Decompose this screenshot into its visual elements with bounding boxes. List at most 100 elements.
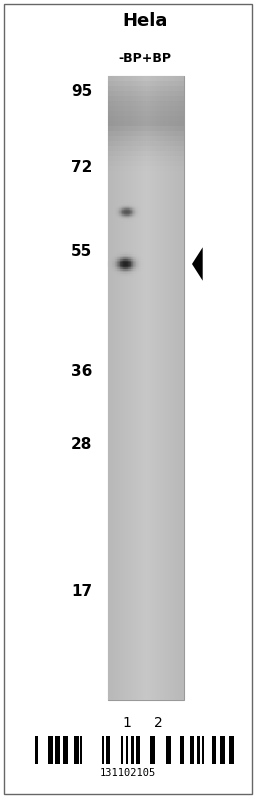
Bar <box>122 219 123 220</box>
Bar <box>127 213 128 214</box>
Bar <box>108 262 109 264</box>
Bar <box>137 211 138 212</box>
Bar <box>139 269 140 270</box>
Bar <box>133 258 134 259</box>
Bar <box>121 254 122 256</box>
Bar <box>130 205 131 206</box>
Bar <box>137 261 138 262</box>
Bar <box>118 266 119 267</box>
Bar <box>114 254 115 256</box>
Bar <box>117 212 118 213</box>
Bar <box>119 256 120 258</box>
Bar <box>138 210 139 211</box>
Bar <box>109 270 110 272</box>
Bar <box>109 259 110 261</box>
Bar <box>133 76 134 700</box>
Bar <box>136 205 137 206</box>
Bar <box>120 76 122 700</box>
Bar <box>136 272 137 274</box>
Bar <box>122 256 123 258</box>
Bar <box>117 256 118 258</box>
Bar <box>117 204 118 205</box>
Bar <box>117 253 118 254</box>
Bar <box>120 205 121 206</box>
Bar <box>141 210 142 211</box>
Bar <box>134 274 135 275</box>
Bar <box>55 736 60 764</box>
Bar <box>121 253 122 254</box>
Bar <box>125 207 126 209</box>
Bar <box>126 272 127 274</box>
Bar <box>125 269 126 270</box>
Bar <box>169 76 170 700</box>
Bar <box>128 259 129 261</box>
Bar <box>132 209 133 210</box>
Bar <box>133 264 134 266</box>
Bar <box>132 214 133 215</box>
Bar <box>123 259 124 261</box>
Bar <box>116 256 117 258</box>
Bar <box>129 211 130 212</box>
Bar <box>128 211 129 212</box>
Bar <box>123 209 124 210</box>
Bar <box>133 214 134 215</box>
Bar <box>118 205 119 206</box>
Bar <box>137 262 138 264</box>
Bar <box>126 266 127 267</box>
Bar <box>124 215 125 217</box>
Bar <box>127 267 128 269</box>
Bar <box>116 254 117 256</box>
Bar <box>116 213 117 214</box>
Bar <box>126 258 127 259</box>
Bar <box>127 204 128 205</box>
Bar <box>155 76 156 700</box>
Bar <box>139 215 140 217</box>
Bar <box>137 259 138 261</box>
Bar <box>139 214 140 215</box>
Bar <box>135 270 136 272</box>
Bar <box>138 211 139 212</box>
Bar <box>132 213 133 214</box>
Bar <box>137 207 138 209</box>
Bar <box>130 218 131 219</box>
Bar <box>111 259 112 261</box>
Bar <box>129 254 130 256</box>
Bar <box>126 261 127 262</box>
Bar <box>116 207 117 209</box>
Bar <box>123 204 124 205</box>
Bar <box>116 205 117 206</box>
Bar <box>125 212 126 213</box>
Bar <box>116 269 117 270</box>
Bar <box>118 207 119 209</box>
Bar <box>138 270 139 272</box>
Bar <box>121 259 122 261</box>
Bar <box>137 206 138 207</box>
Bar <box>108 116 184 166</box>
Bar <box>113 211 114 212</box>
Bar <box>136 217 137 218</box>
Bar <box>120 256 121 258</box>
Bar <box>122 267 123 269</box>
Bar <box>114 213 115 214</box>
Bar <box>139 261 140 262</box>
Bar <box>134 213 135 214</box>
Bar <box>120 264 121 266</box>
Bar <box>120 215 121 217</box>
Bar <box>133 254 134 256</box>
Bar <box>139 262 140 264</box>
Bar <box>128 220 129 222</box>
Bar <box>134 266 135 267</box>
Bar <box>138 259 139 261</box>
Bar <box>120 269 121 270</box>
Bar <box>132 207 133 209</box>
Bar <box>108 266 109 267</box>
Bar <box>112 267 113 269</box>
Bar <box>140 269 141 270</box>
Bar <box>114 256 115 258</box>
Bar <box>126 217 127 218</box>
Bar <box>114 215 115 217</box>
Bar <box>125 256 126 258</box>
Bar <box>113 259 114 261</box>
Bar <box>119 254 120 256</box>
Bar <box>121 215 122 217</box>
